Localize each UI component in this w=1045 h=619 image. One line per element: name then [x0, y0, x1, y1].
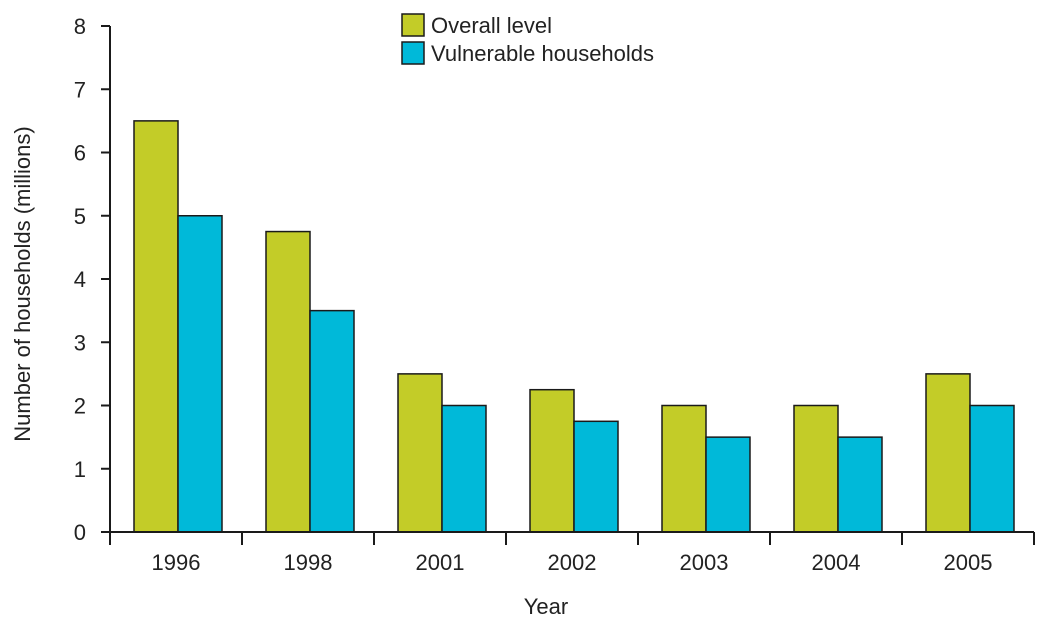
- bar-vulnerable-households-2001: [441, 404, 487, 533]
- legend-swatch-overall-level: [401, 13, 425, 37]
- bar-overall-level-2004: [793, 404, 839, 533]
- x-tick-label-2005: 2005: [944, 550, 993, 575]
- x-tick-label-2003: 2003: [680, 550, 729, 575]
- bar-vulnerable-households-2002: [573, 420, 619, 533]
- y-tick-label-1: 1: [74, 457, 86, 482]
- bar-overall-level-1998: [265, 230, 311, 533]
- bar-overall-level-2001: [397, 373, 443, 533]
- bar-overall-level-2002: [529, 388, 575, 533]
- legend-label-vulnerable-households: Vulnerable households: [431, 41, 654, 66]
- bar-overall-level-1996: [133, 120, 179, 533]
- y-tick-label-2: 2: [74, 394, 86, 419]
- y-tick-label-6: 6: [74, 141, 86, 166]
- legend-label-overall-level: Overall level: [431, 13, 552, 38]
- legend-item-vulnerable-households: Vulnerable households: [401, 41, 654, 66]
- x-tick-label-2002: 2002: [548, 550, 597, 575]
- x-axis-title: Year: [524, 594, 568, 619]
- bar-overall-level-2005: [925, 373, 971, 533]
- y-tick-label-5: 5: [74, 204, 86, 229]
- y-tick-label-4: 4: [74, 267, 86, 292]
- y-tick-label-0: 0: [74, 520, 86, 545]
- bars-layer: [133, 120, 1015, 533]
- legend: Overall level Vulnerable households: [401, 13, 654, 66]
- bar-overall-level-2003: [661, 404, 707, 533]
- y-tick-label-3: 3: [74, 330, 86, 355]
- y-tick-label-8: 8: [74, 14, 86, 39]
- bar-vulnerable-households-2005: [969, 404, 1015, 533]
- x-tick-label-2001: 2001: [416, 550, 465, 575]
- bar-vulnerable-households-2003: [705, 436, 751, 533]
- y-tick-label-7: 7: [74, 77, 86, 102]
- y-ticks: 0 1 2 3 4 5 6 7 8: [74, 14, 110, 545]
- x-ticks: 1996 1998 2001 2002 2003 2004 2005: [109, 532, 1035, 575]
- legend-item-overall-level: Overall level: [401, 13, 552, 38]
- bar-vulnerable-households-2004: [837, 436, 883, 533]
- x-tick-label-1996: 1996: [152, 550, 201, 575]
- x-tick-label-2004: 2004: [812, 550, 861, 575]
- legend-swatch-vulnerable-households: [401, 41, 425, 65]
- bar-vulnerable-households-1996: [177, 215, 223, 533]
- bar-vulnerable-households-1998: [309, 309, 355, 533]
- y-axis-title: Number of households (millions): [10, 126, 35, 441]
- x-tick-label-1998: 1998: [284, 550, 333, 575]
